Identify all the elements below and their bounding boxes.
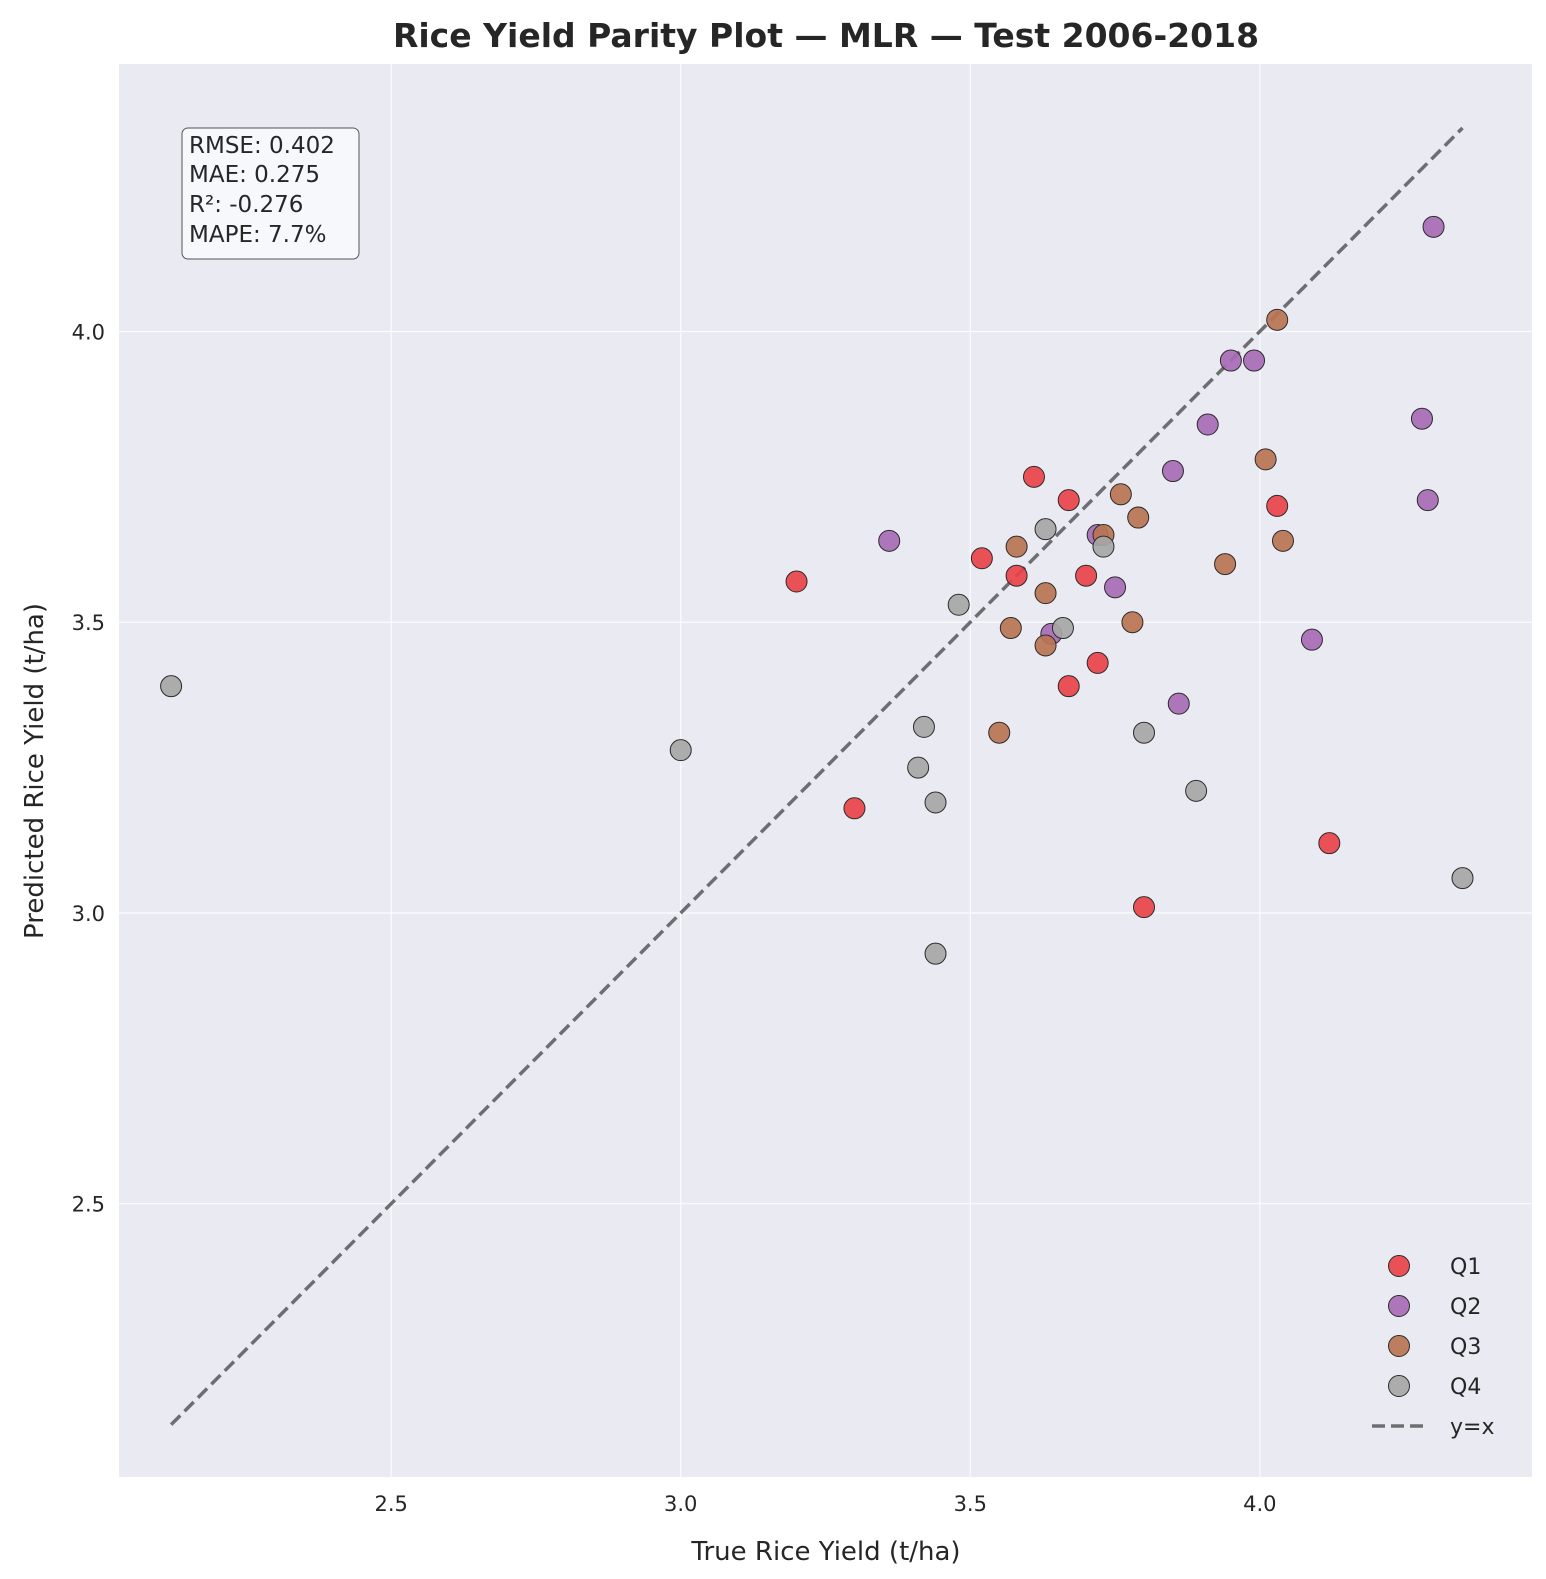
data-point-q3 <box>1005 535 1028 558</box>
data-point-q2 <box>1161 460 1184 483</box>
data-point-q4 <box>1185 779 1208 802</box>
y-tick-label: 3.0 <box>72 902 105 926</box>
data-point-q1 <box>1022 465 1045 488</box>
data-point-q3 <box>1266 308 1289 331</box>
data-point-q3 <box>1034 634 1057 657</box>
vertical-gridlines <box>390 64 1261 1477</box>
data-point-q2 <box>1104 576 1127 599</box>
data-point-q4 <box>160 675 183 698</box>
data-point-q1 <box>1086 651 1109 674</box>
data-point-q1 <box>1005 564 1028 587</box>
series-q1 <box>785 465 1341 919</box>
data-point-q3 <box>1121 611 1144 634</box>
legend-label-q2: Q2 <box>1450 1295 1481 1320</box>
data-point-q2 <box>1219 349 1242 372</box>
legend-marker-q3 <box>1388 1335 1410 1357</box>
horizontal-gridlines <box>119 330 1532 1205</box>
reference-line-layer <box>169 126 1464 1426</box>
data-point-q4 <box>947 593 970 616</box>
reference-line-y-equals-x <box>169 126 1464 1426</box>
stats-mape: MAPE: 7.7% <box>189 222 326 248</box>
chart-title: Rice Yield Parity Plot — MLR — Test 2006… <box>393 16 1259 55</box>
data-point-q1 <box>785 570 808 593</box>
data-point-q4 <box>1133 721 1156 744</box>
data-point-q3 <box>988 721 1011 744</box>
x-tick-labels: 2.5 3.0 3.5 4.0 <box>374 1492 1276 1516</box>
data-point-q1 <box>1133 896 1156 919</box>
data-point-q3 <box>1109 483 1132 506</box>
y-tick-labels: 2.5 3.0 3.5 4.0 <box>72 320 105 1216</box>
x-axis-label: True Rice Yield (t/ha) <box>690 1537 960 1567</box>
data-point-q1 <box>1266 494 1289 517</box>
data-point-q2 <box>1410 407 1433 430</box>
x-tick-label: 2.5 <box>374 1492 407 1516</box>
data-point-q4 <box>1451 867 1474 890</box>
plot-area <box>119 64 1532 1477</box>
stats-mae: MAE: 0.275 <box>189 162 320 188</box>
legend-label-q1: Q1 <box>1450 1255 1481 1280</box>
data-point-q4 <box>1051 617 1074 640</box>
stats-box: RMSE: 0.402 MAE: 0.275 R²: -0.276 MAPE: … <box>181 127 360 260</box>
y-tick-label: 3.5 <box>72 611 105 635</box>
data-point-q4 <box>924 791 947 814</box>
stats-box-frame <box>181 127 360 260</box>
data-point-q4 <box>924 942 947 965</box>
data-point-q3 <box>1254 448 1277 471</box>
points-layer <box>160 215 1474 965</box>
data-point-q4 <box>1034 518 1057 541</box>
data-point-q1 <box>1057 489 1080 512</box>
data-point-q1 <box>1318 832 1341 855</box>
data-point-q2 <box>1300 628 1323 651</box>
x-tick-label: 4.0 <box>1243 1492 1276 1516</box>
data-point-q3 <box>1271 529 1294 552</box>
data-point-q2 <box>1196 413 1219 436</box>
y-tick-label: 4.0 <box>72 320 105 344</box>
legend-marker-q1 <box>1388 1255 1410 1277</box>
data-point-q4 <box>1092 535 1115 558</box>
data-point-q1 <box>843 797 866 820</box>
data-point-q3 <box>1034 582 1057 605</box>
stats-rmse: RMSE: 0.402 <box>189 133 335 159</box>
legend-label-q3: Q3 <box>1450 1335 1481 1360</box>
data-point-q3 <box>1214 553 1237 576</box>
data-point-q4 <box>912 715 935 738</box>
data-point-q4 <box>907 756 930 779</box>
legend-label-reference-line: y=x <box>1450 1415 1494 1440</box>
data-point-q2 <box>1416 489 1439 512</box>
data-point-q2 <box>1167 692 1190 715</box>
y-tick-label: 2.5 <box>72 1193 105 1217</box>
data-point-q3 <box>1127 506 1150 529</box>
data-point-q2 <box>878 529 901 552</box>
data-point-q3 <box>999 617 1022 640</box>
data-point-q2 <box>1243 349 1266 372</box>
legend-marker-q4 <box>1388 1375 1410 1397</box>
data-point-q1 <box>1057 675 1080 698</box>
x-tick-label: 3.5 <box>954 1492 987 1516</box>
series-q2 <box>878 215 1445 715</box>
data-point-q4 <box>669 739 692 762</box>
data-point-q2 <box>1422 215 1445 238</box>
x-tick-label: 3.0 <box>664 1492 697 1516</box>
data-point-q1 <box>1075 564 1098 587</box>
stats-r2: R²: -0.276 <box>189 192 303 218</box>
legend-label-q4: Q4 <box>1450 1375 1481 1400</box>
data-point-q1 <box>970 547 993 570</box>
series-q4 <box>160 518 1474 965</box>
y-axis-label: Predicted Rice Yield (t/ha) <box>20 603 50 939</box>
legend-marker-q2 <box>1388 1295 1410 1317</box>
legend: Q1 Q2 Q3 Q4 y=x <box>1372 1255 1494 1440</box>
